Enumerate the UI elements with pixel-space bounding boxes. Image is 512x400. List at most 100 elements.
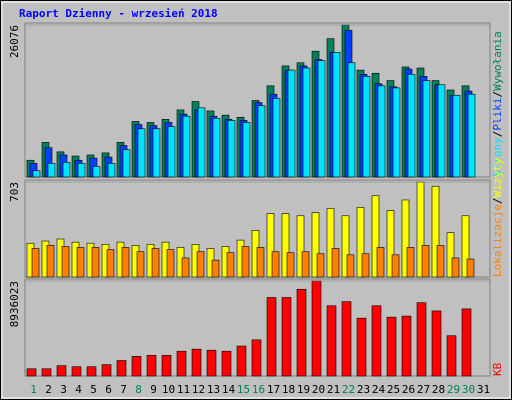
bar — [346, 254, 355, 278]
legend-separator: / — [491, 198, 504, 205]
x-tick-label: 17 — [267, 383, 280, 396]
bar — [371, 305, 382, 377]
bar — [461, 308, 472, 377]
bar — [286, 252, 295, 278]
y-tick-label: 8936023 — [8, 281, 21, 327]
x-tick-label: 29 — [447, 383, 460, 396]
y-tick-label: 703 — [8, 182, 21, 202]
bar — [331, 248, 340, 278]
bar — [467, 93, 476, 178]
bar — [341, 215, 350, 278]
bar — [392, 87, 401, 178]
bar — [56, 365, 67, 377]
x-tick-label: 26 — [402, 383, 415, 396]
bar — [212, 118, 221, 178]
bar — [167, 126, 176, 178]
x-tick-label: 1 — [30, 383, 37, 396]
bar — [401, 315, 412, 377]
bar — [61, 246, 70, 278]
x-tick-label: 30 — [462, 383, 475, 396]
bar — [272, 98, 281, 178]
legend-label: Lokalizacje — [491, 204, 504, 277]
bar — [181, 257, 190, 278]
legend-label: Pliki — [491, 98, 504, 131]
bar — [227, 120, 236, 178]
bar — [431, 185, 440, 278]
x-tick-label: 31 — [477, 383, 490, 396]
bar — [197, 107, 206, 178]
x-tick-label: 28 — [432, 383, 445, 396]
bar — [326, 208, 335, 278]
bar — [136, 251, 145, 278]
bar — [91, 247, 100, 278]
x-tick-label: 12 — [192, 383, 205, 396]
bar — [266, 297, 277, 377]
legend-separator: / — [491, 91, 504, 98]
bar — [86, 366, 97, 377]
bar — [76, 247, 85, 278]
bar — [461, 215, 470, 278]
bar — [431, 310, 442, 377]
bar — [386, 210, 395, 278]
legend-label: Wywołania — [491, 31, 504, 91]
bar — [236, 345, 247, 377]
bar — [116, 360, 127, 377]
bar — [446, 232, 455, 278]
bar — [266, 213, 275, 278]
x-tick-label: 27 — [417, 383, 430, 396]
bar — [311, 280, 322, 377]
bar — [176, 350, 187, 377]
bar — [71, 366, 82, 377]
bar — [452, 94, 461, 178]
bar — [332, 51, 341, 178]
bar — [257, 105, 266, 178]
bar — [436, 245, 445, 278]
bar — [166, 249, 175, 278]
bar — [206, 349, 217, 377]
bar — [146, 355, 157, 377]
bar — [301, 251, 310, 278]
bar — [451, 257, 460, 278]
bar — [92, 166, 101, 178]
x-tick-label: 9 — [150, 383, 157, 396]
bar — [302, 67, 311, 178]
x-tick-label: 21 — [327, 383, 340, 396]
bar — [131, 356, 142, 377]
bar — [326, 305, 337, 377]
bar — [296, 288, 307, 377]
bar — [311, 212, 320, 278]
bar — [41, 368, 52, 377]
bar — [356, 317, 367, 377]
bar — [106, 249, 115, 278]
bar — [361, 253, 370, 278]
bar — [407, 73, 416, 178]
bar — [161, 355, 172, 377]
x-tick-label: 14 — [222, 383, 236, 396]
x-tick-label: 5 — [90, 383, 97, 396]
bar — [356, 207, 365, 278]
bar — [107, 163, 116, 178]
bar — [221, 350, 232, 377]
x-tick-label: 19 — [297, 383, 310, 396]
bar — [386, 316, 397, 377]
bar — [256, 247, 265, 278]
x-tick-label: 11 — [177, 383, 190, 396]
x-tick-label: 22 — [342, 383, 355, 396]
legend: Strony/Pliki/Wywołania — [491, 31, 504, 177]
legend-label: Strony — [491, 137, 504, 177]
bar — [421, 245, 430, 278]
legend-label: KB — [491, 362, 504, 376]
x-tick-label: 4 — [75, 383, 82, 396]
bar — [376, 247, 385, 278]
bar — [251, 339, 262, 377]
legend-label: Wizyty — [491, 157, 504, 197]
bar — [401, 199, 410, 278]
bar — [191, 348, 202, 377]
bar — [437, 84, 446, 178]
bar — [296, 215, 305, 278]
bar — [47, 163, 56, 178]
bar — [77, 163, 86, 178]
bar — [122, 149, 131, 178]
x-tick-label: 23 — [357, 383, 370, 396]
